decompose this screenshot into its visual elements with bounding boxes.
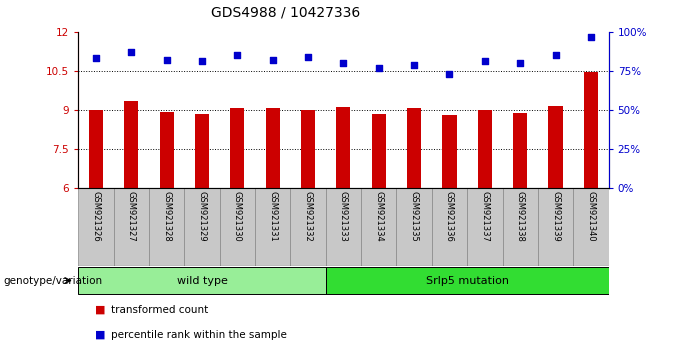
Text: Srlp5 mutation: Srlp5 mutation xyxy=(426,275,509,286)
Bar xyxy=(290,188,326,266)
Bar xyxy=(195,114,209,188)
Bar xyxy=(266,108,279,188)
Text: GSM921337: GSM921337 xyxy=(480,191,490,242)
Bar xyxy=(513,113,527,188)
Text: GSM921327: GSM921327 xyxy=(126,191,136,241)
Bar xyxy=(407,108,421,188)
Bar xyxy=(326,188,361,266)
Text: GSM921338: GSM921338 xyxy=(515,191,525,242)
Point xyxy=(197,59,207,64)
Bar xyxy=(337,107,350,188)
Bar xyxy=(220,188,255,266)
Bar xyxy=(372,114,386,188)
Text: ■: ■ xyxy=(95,330,105,339)
Point xyxy=(515,60,526,66)
Text: wild type: wild type xyxy=(177,275,227,286)
Bar xyxy=(184,188,220,266)
Text: GSM921339: GSM921339 xyxy=(551,191,560,241)
Text: GSM921330: GSM921330 xyxy=(233,191,242,241)
Point xyxy=(338,60,349,66)
Text: ■: ■ xyxy=(95,305,105,315)
Bar xyxy=(124,101,138,188)
Bar xyxy=(467,188,503,266)
Text: GSM921335: GSM921335 xyxy=(409,191,419,241)
Bar xyxy=(78,188,114,266)
Text: GSM921326: GSM921326 xyxy=(91,191,101,241)
Point xyxy=(444,71,455,77)
Bar xyxy=(361,188,396,266)
Bar xyxy=(549,106,562,188)
Point xyxy=(161,57,172,63)
Bar xyxy=(443,115,456,188)
Point xyxy=(585,34,596,39)
Text: percentile rank within the sample: percentile rank within the sample xyxy=(111,330,287,339)
Text: GSM921340: GSM921340 xyxy=(586,191,596,241)
Point xyxy=(409,62,420,67)
Point xyxy=(550,52,561,58)
Bar xyxy=(503,188,538,266)
Text: GSM921328: GSM921328 xyxy=(162,191,171,241)
Point xyxy=(479,59,490,64)
Point xyxy=(267,57,278,63)
Text: GSM921331: GSM921331 xyxy=(268,191,277,241)
Text: GSM921333: GSM921333 xyxy=(339,191,348,242)
Bar xyxy=(584,72,598,188)
Bar xyxy=(78,267,326,294)
Point xyxy=(90,56,101,61)
Bar xyxy=(89,110,103,188)
Bar xyxy=(160,112,173,188)
Bar xyxy=(396,188,432,266)
Point xyxy=(232,52,243,58)
Text: GDS4988 / 10427336: GDS4988 / 10427336 xyxy=(211,5,360,19)
Text: genotype/variation: genotype/variation xyxy=(3,275,103,286)
Bar xyxy=(231,108,244,188)
Text: GSM921332: GSM921332 xyxy=(303,191,313,241)
Bar xyxy=(538,188,573,266)
Point xyxy=(373,65,384,70)
Bar xyxy=(149,188,184,266)
Point xyxy=(126,49,137,55)
Bar xyxy=(478,110,492,188)
Bar xyxy=(573,188,609,266)
Text: transformed count: transformed count xyxy=(111,305,208,315)
Text: GSM921336: GSM921336 xyxy=(445,191,454,242)
Bar xyxy=(114,188,149,266)
Point xyxy=(303,54,313,59)
Bar xyxy=(432,188,467,266)
Text: GSM921334: GSM921334 xyxy=(374,191,384,241)
Text: GSM921329: GSM921329 xyxy=(197,191,207,241)
Bar xyxy=(301,110,315,188)
Bar xyxy=(326,267,609,294)
Bar xyxy=(255,188,290,266)
